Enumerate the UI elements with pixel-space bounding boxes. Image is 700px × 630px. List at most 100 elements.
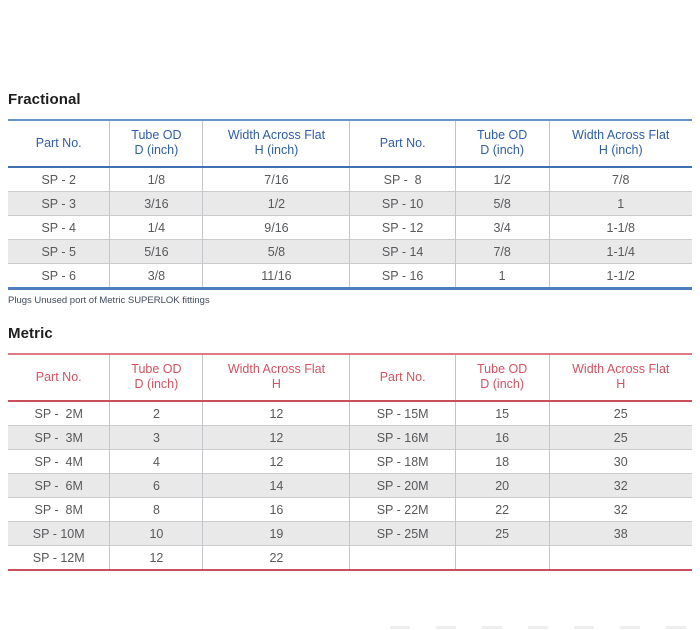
table-cell: 32 [548, 497, 692, 522]
header-row: Part No. Tube OD D (inch) Width Across Flat… [8, 354, 692, 401]
table-cell: 5/16 [109, 239, 203, 264]
table-cell: SP - 15M [349, 401, 456, 426]
header-cell: Part No. [35, 369, 82, 384]
table-cell: SP - 8 [349, 167, 456, 192]
table-cell: SP - 5 [41, 244, 76, 259]
table-row: SP - 6M 6 14 SP - 20M 20 32 [8, 473, 692, 498]
table-cell: 32 [548, 473, 692, 498]
table-cell: 2 [109, 401, 203, 426]
table-cell: SP - 4 [41, 220, 76, 235]
table-cell: SP - 22M [349, 497, 456, 522]
table-cell: 3/4 [454, 215, 549, 240]
header-cell: Part No. [35, 135, 82, 150]
table-row: SP - 10M 10 19 SP - 25M 25 38 [8, 521, 692, 546]
table-cell: SP - 20M [349, 473, 456, 498]
table-row: SP - 2M 2 12 SP - 15M 15 25 [8, 401, 692, 426]
table-cell: 25 [548, 425, 692, 450]
table-cell: 7/16 [202, 167, 350, 192]
table-cell: SP - 4M [34, 454, 83, 469]
metric-section-title: Metric [8, 325, 53, 342]
table-cell: 1 [454, 263, 549, 289]
table-cell: 10 [109, 521, 203, 546]
table-cell: 12 [109, 545, 203, 570]
table-cell: 20 [454, 473, 549, 498]
table-cell: 1/8 [109, 167, 203, 192]
table-cell: 8 [109, 497, 203, 522]
table-cell: 9/16 [202, 215, 350, 240]
header-cell: Width Across Flat H [548, 354, 692, 401]
table-cell: SP - 18M [349, 449, 456, 474]
cutoff-text-fragment [390, 626, 692, 629]
table-cell [548, 545, 692, 570]
footnote: Plugs Unused port of Metric SUPERLOK fit… [8, 295, 210, 306]
header-cell: Width Across Flat H (inch) [548, 120, 692, 167]
table-cell: 7/8 [548, 167, 692, 192]
header-cell: Tube OD D (inch) [454, 120, 549, 167]
table-cell: 1 [548, 191, 692, 216]
header-row: Part No. Tube OD D (inch) Width Across Flat… [8, 120, 692, 167]
table-cell: 1-1/2 [548, 263, 692, 289]
table-cell: SP - 16M [349, 425, 456, 450]
table-cell: 14 [202, 473, 350, 498]
table-cell: 16 [454, 425, 549, 450]
fractional-section-title: Fractional [8, 91, 81, 108]
table-cell: 25 [548, 401, 692, 426]
table-row: SP - 12M 12 22 [8, 545, 692, 570]
table-cell: SP - 2M [34, 406, 83, 421]
table-cell: 15 [454, 401, 549, 426]
table-cell [349, 545, 456, 570]
table-row: SP - 5 5/16 5/8 SP - 14 7/8 1-1/4 [8, 239, 692, 264]
table-cell: 7/8 [454, 239, 549, 264]
table-cell: SP - 12M [32, 550, 85, 565]
table-cell: SP - 3M [34, 430, 83, 445]
table-cell: 25 [454, 521, 549, 546]
header-cell: Width Across Flat H [202, 354, 350, 401]
table-cell: 18 [454, 449, 549, 474]
table-row: SP - 4M 4 12 SP - 18M 18 30 [8, 449, 692, 474]
table-cell: SP - 8M [34, 502, 83, 517]
table-cell: SP - 16 [349, 263, 456, 289]
table-cell: 22 [202, 545, 350, 570]
table-cell: 1/2 [454, 167, 549, 192]
header-cell: Tube OD D (inch) [454, 354, 549, 401]
table-cell: 12 [202, 425, 350, 450]
table-cell: SP - 10M [32, 526, 85, 541]
header-cell: Width Across Flat H (inch) [202, 120, 350, 167]
table-cell: SP - 2 [41, 172, 76, 187]
table-cell: 16 [202, 497, 350, 522]
table-cell: 1-1/4 [548, 239, 692, 264]
table-cell: 12 [202, 449, 350, 474]
table-cell: 4 [109, 449, 203, 474]
table-cell [454, 545, 549, 570]
table-cell: SP - 6M [34, 478, 83, 493]
table-cell: 6 [109, 473, 203, 498]
table-cell: 38 [548, 521, 692, 546]
table-cell: 1/2 [202, 191, 350, 216]
metric-table: Part No. Tube OD D (inch) Width Across Flat… [8, 353, 692, 571]
header-cell: Part No. [349, 354, 456, 401]
table-cell: 19 [202, 521, 350, 546]
table-cell: SP - 12 [349, 215, 456, 240]
table-cell: SP - 10 [349, 191, 456, 216]
table-row: SP - 2 1/8 7/16 SP - 8 1/2 7/8 [8, 167, 692, 192]
header-cell: Tube OD D (inch) [109, 120, 203, 167]
table-row: SP - 3 3/16 1/2 SP - 10 5/8 1 [8, 191, 692, 216]
table-cell: 22 [454, 497, 549, 522]
table-cell: SP - 6 [41, 268, 76, 283]
table-cell: 1-1/8 [548, 215, 692, 240]
fractional-table: Part No. Tube OD D (inch) Width Across Flat… [8, 119, 692, 290]
table-cell: 5/8 [202, 239, 350, 264]
table-cell: 11/16 [202, 263, 350, 289]
table-row: SP - 6 3/8 11/16 SP - 16 1 1-1/2 [8, 263, 692, 289]
table-cell: SP - 25M [349, 521, 456, 546]
table-row: SP - 3M 3 12 SP - 16M 16 25 [8, 425, 692, 450]
table-cell: 30 [548, 449, 692, 474]
table-cell: 3/8 [109, 263, 203, 289]
table-row: SP - 4 1/4 9/16 SP - 12 3/4 1-1/8 [8, 215, 692, 240]
table-cell: 3 [109, 425, 203, 450]
table-cell: 5/8 [454, 191, 549, 216]
table-cell: SP - 3 [41, 196, 76, 211]
table-cell: 3/16 [109, 191, 203, 216]
table-cell: 1/4 [109, 215, 203, 240]
